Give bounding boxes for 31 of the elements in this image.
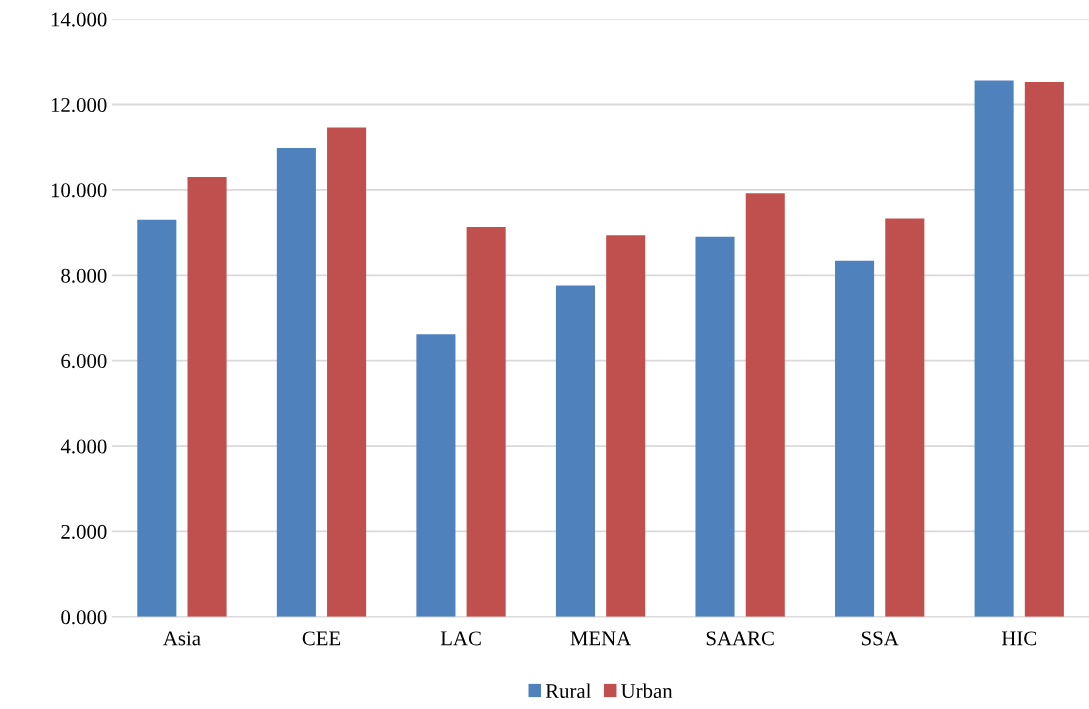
bar [187,177,227,617]
x-tick-label: Asia [163,631,201,646]
bar [137,219,177,617]
bar [695,236,735,617]
x-tick-label: MENA [570,631,632,646]
bar [466,227,506,617]
y-tick-label: 6.000 [61,354,107,369]
x-tick-label: CEE [302,631,341,646]
bar [974,80,1014,617]
y-tick-label: 2.000 [61,524,107,539]
x-tick-label: LAC [440,631,481,646]
legend-label: Rural [545,683,592,699]
y-tick-label: 10.000 [51,183,107,198]
legend-label: Urban [621,683,673,699]
bar [327,127,367,617]
y-tick-label: 12.000 [51,97,107,113]
y-tick-label: 0.000 [61,610,107,625]
y-tick-label: 4.000 [60,439,107,454]
bar [885,218,925,617]
bar [555,285,595,617]
y-tick-label: 8.000 [61,268,107,283]
x-tick-label: SSA [861,631,899,646]
bar [1024,81,1064,617]
bar [835,260,875,617]
bar [276,148,316,617]
bar [416,334,456,617]
x-tick-label: HIC [1001,631,1037,646]
x-tick-label: SAARC [706,631,774,646]
bar [745,193,785,617]
y-tick-label: 14.000 [51,12,107,27]
bar [606,235,646,617]
